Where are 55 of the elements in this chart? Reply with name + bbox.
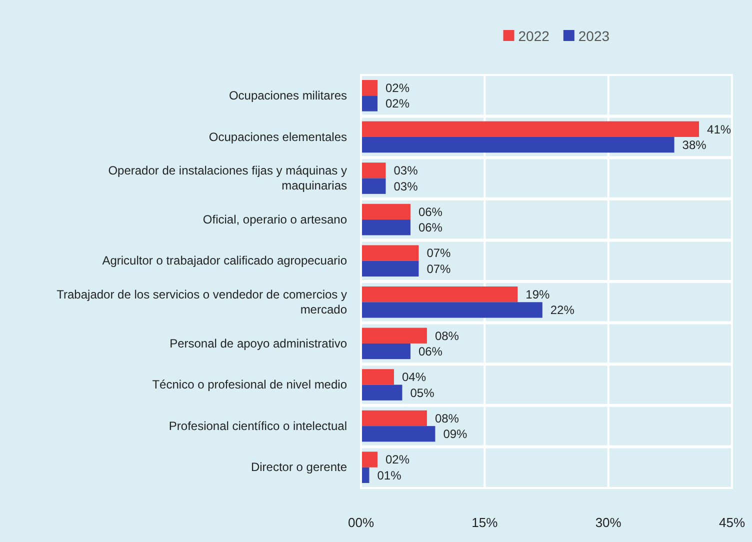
- bar: [361, 328, 427, 344]
- data-label: 07%: [426, 262, 452, 276]
- data-label: 08%: [434, 328, 460, 343]
- data-label: 01%: [377, 468, 402, 482]
- bar: [361, 178, 386, 194]
- data-label: 19%: [526, 288, 550, 302]
- data-label: 08%: [434, 411, 460, 426]
- legend-label: 2023: [578, 28, 610, 44]
- bar: [361, 162, 386, 178]
- bar: [361, 369, 394, 385]
- data-label: 03%: [394, 179, 418, 194]
- data-label: 03%: [394, 164, 418, 178]
- bar: [361, 96, 378, 112]
- data-label: 05%: [410, 386, 435, 400]
- x-tick-label: 45%: [718, 515, 746, 530]
- bar: [361, 302, 542, 318]
- x-tick-label: 15%: [472, 515, 498, 530]
- legend-label: 2022: [518, 28, 550, 44]
- y-tick-label: Personal de apoyo administrativo: [170, 336, 348, 350]
- data-label: 06%: [418, 204, 443, 219]
- bar: [361, 426, 436, 442]
- data-label: 22%: [550, 303, 575, 318]
- y-tick-label: Trabajador de los servicios o vendedor de comercios y mercado: [56, 287, 348, 316]
- data-label: 38%: [682, 138, 707, 152]
- y-tick-label: Oficial, operario o artesano: [202, 212, 348, 226]
- y-tick-label: Profesional científico o intelectual: [168, 418, 347, 433]
- data-label: 41%: [707, 122, 732, 136]
- bar: [361, 136, 674, 153]
- y-tick-label: Director o gerente: [250, 460, 348, 474]
- data-label: 02%: [385, 96, 410, 111]
- bar: [361, 410, 427, 426]
- y-tick-label: Operador de instalaciones fijas y máquinas y maquinarias: [108, 164, 347, 193]
- bar: [361, 245, 419, 261]
- data-label: 07%: [426, 246, 452, 260]
- y-tick-label: Técnico o profesional de nivel medio: [152, 378, 348, 392]
- data-label: 06%: [418, 220, 443, 235]
- y-tick-label: Agricultor o trabajador calificado agropecuario: [102, 254, 348, 268]
- data-label: 02%: [385, 81, 410, 96]
- bar: [361, 286, 518, 302]
- bar: [361, 384, 402, 400]
- bar: [361, 121, 700, 137]
- bar: [361, 220, 410, 236]
- data-label: 04%: [402, 370, 426, 384]
- data-label: 09%: [443, 427, 468, 442]
- bar: [361, 452, 378, 468]
- x-tick-label: 30%: [595, 515, 622, 530]
- x-tick-label: 00%: [348, 515, 374, 530]
- bar: [361, 204, 410, 220]
- data-label: 06%: [418, 344, 443, 358]
- bar: [361, 343, 410, 360]
- bar: [361, 260, 419, 276]
- bar: [361, 80, 378, 96]
- y-tick-label: Ocupaciones militares: [228, 88, 347, 102]
- y-tick-label: Ocupaciones elementales: [208, 130, 347, 144]
- data-label: 02%: [385, 452, 410, 467]
